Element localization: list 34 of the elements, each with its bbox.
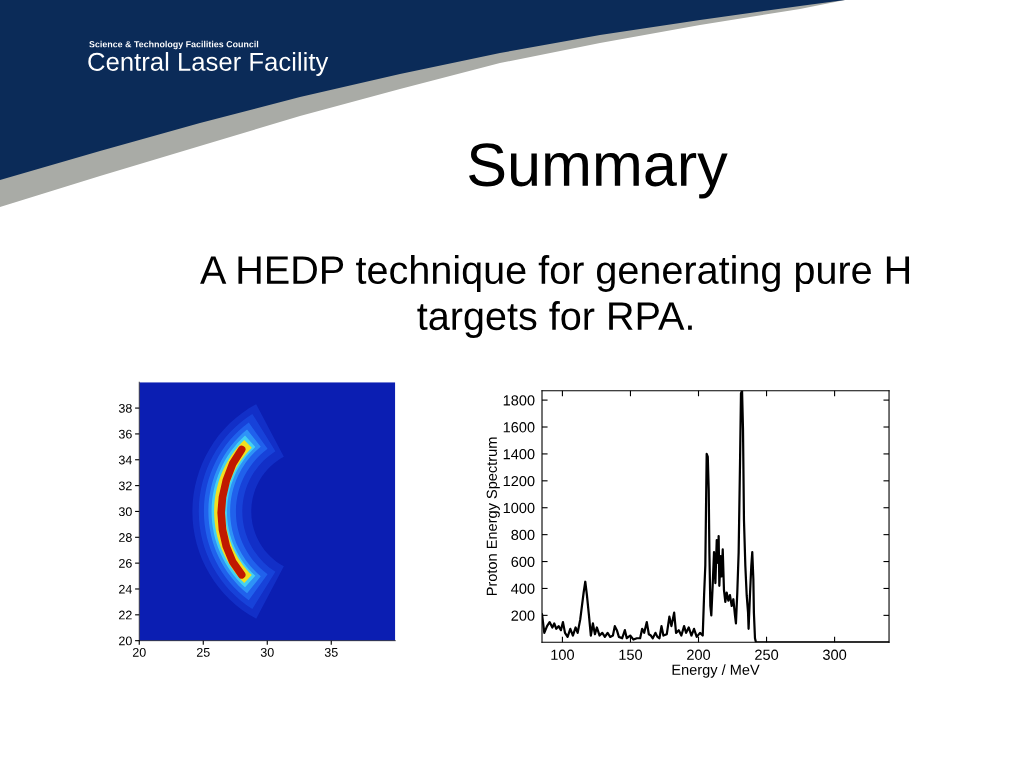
y-tick-label: 1400 [503,449,535,460]
y-tick-label: 1200 [503,475,535,487]
text: Summary [469,143,728,199]
x-tick-label: 30 [260,647,274,657]
y-tick-label: 1600 [503,422,535,433]
y-tick-label: 400 [511,583,535,594]
y-tick-label: 20 [119,636,132,646]
y-tick-label: 1000 [503,502,535,514]
y-tick-label: 28 [119,533,132,542]
x-tick-label: 300 [822,649,847,660]
x-tick-label: 35 [324,647,338,657]
text: Science & Technology Facilities Council [89,40,259,50]
y-tick-label: 24 [119,584,132,594]
text: Central Laser Facility [88,52,329,76]
y-tick-label: 38 [118,403,132,413]
y-tick-label: 26 [119,558,132,568]
x-tick-label: 25 [196,647,210,657]
x-tick-label: 250 [755,649,779,660]
y-tick-label: 34 [118,455,132,465]
x-tick-label: 150 [619,649,643,660]
y-tick-label: 600 [511,556,535,567]
y-tick-label: 30 [118,507,132,517]
x-tick-label: 200 [687,649,711,660]
y-tick-label: 32 [118,481,132,491]
y-tick-label: 1800 [503,395,535,406]
y-tick-label: 200 [511,610,535,621]
text: A HEDP technique for generating pure H targets for RPA. [200,255,910,338]
y-tick-label: 22 [119,610,132,620]
x-axis-title: Energy / MeV [672,664,760,678]
y-tick-label: 800 [511,529,535,541]
x-tick-label: 20 [132,647,146,657]
x-tick-label: 100 [551,649,575,660]
y-axis-title: Proton Energy Spectrum [486,437,500,596]
y-tick-label: 36 [118,429,132,439]
